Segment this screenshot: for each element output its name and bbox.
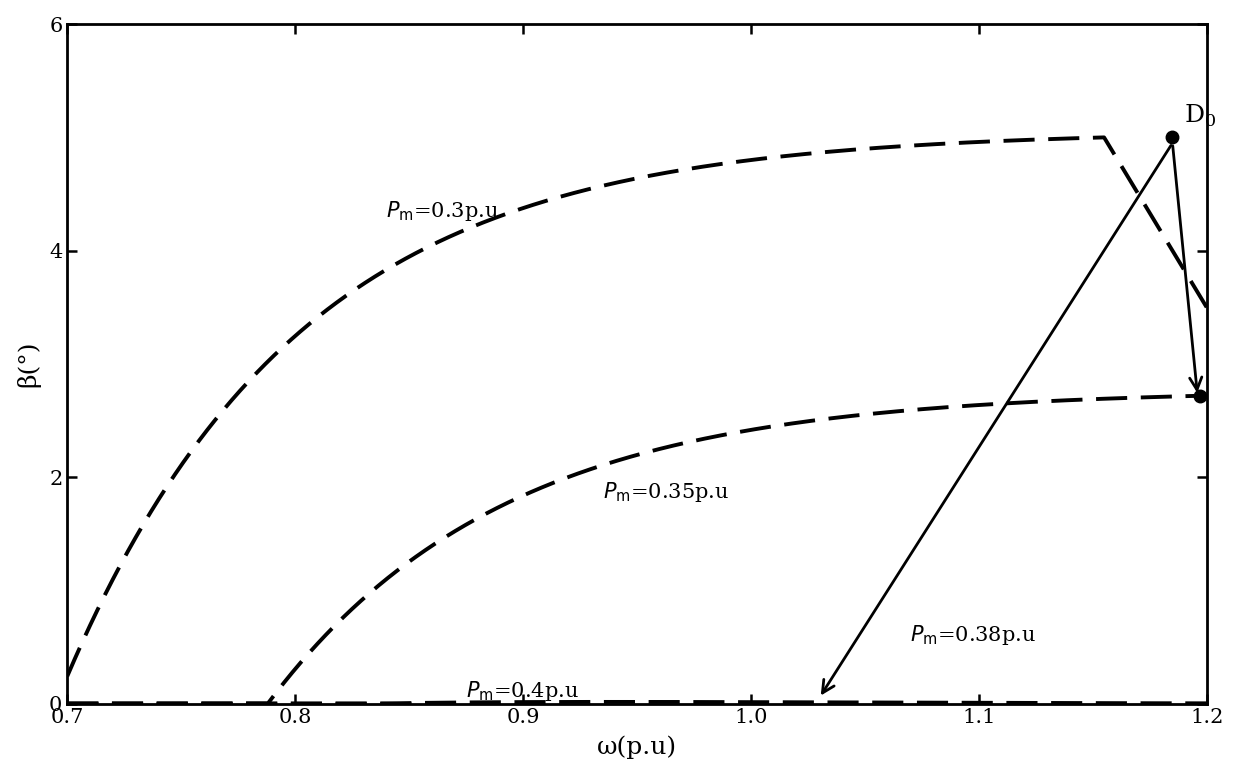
- Text: D$_\mathregular{0}$: D$_\mathregular{0}$: [1184, 102, 1216, 129]
- Text: $\mathit{P}_\mathrm{m}$=0.38p.u: $\mathit{P}_\mathrm{m}$=0.38p.u: [910, 623, 1037, 647]
- Text: $\mathit{P}_\mathrm{m}$=0.3p.u: $\mathit{P}_\mathrm{m}$=0.3p.u: [387, 199, 498, 223]
- X-axis label: ω(p.u): ω(p.u): [596, 736, 677, 760]
- Text: $\mathit{P}_\mathrm{m}$=0.35p.u: $\mathit{P}_\mathrm{m}$=0.35p.u: [603, 480, 729, 504]
- Text: $\mathit{P}_\mathrm{m}$=0.4p.u: $\mathit{P}_\mathrm{m}$=0.4p.u: [466, 679, 579, 703]
- Y-axis label: β(°): β(°): [16, 341, 41, 387]
